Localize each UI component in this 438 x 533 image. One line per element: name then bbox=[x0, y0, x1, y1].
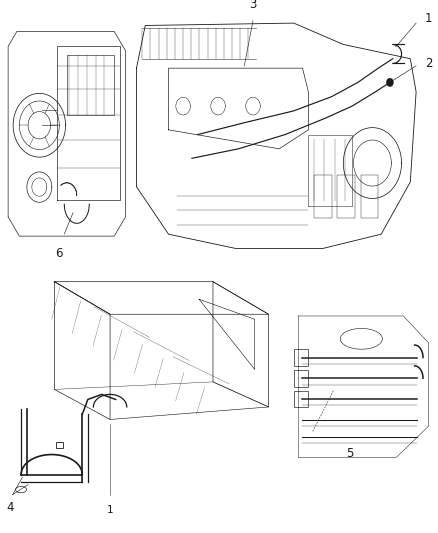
Text: 4: 4 bbox=[6, 501, 14, 514]
Text: 3: 3 bbox=[249, 0, 257, 11]
Bar bbox=[337, 175, 355, 217]
Circle shape bbox=[386, 78, 393, 87]
Bar bbox=[294, 370, 308, 386]
Bar bbox=[56, 442, 63, 448]
Text: 6: 6 bbox=[56, 247, 63, 260]
Text: 1: 1 bbox=[425, 12, 432, 25]
Bar bbox=[314, 175, 332, 217]
Text: 5: 5 bbox=[346, 447, 354, 460]
Bar bbox=[361, 175, 378, 217]
Text: 2: 2 bbox=[425, 57, 432, 70]
Text: 1: 1 bbox=[107, 505, 113, 515]
Bar bbox=[294, 391, 308, 407]
Circle shape bbox=[387, 79, 393, 86]
Bar bbox=[294, 349, 308, 366]
